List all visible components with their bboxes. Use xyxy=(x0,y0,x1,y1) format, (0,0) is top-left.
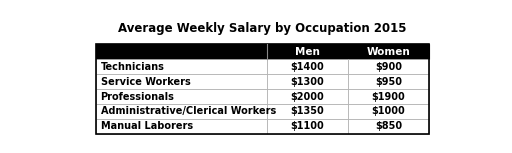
Text: Average Weekly Salary by Occupation 2015: Average Weekly Salary by Occupation 2015 xyxy=(118,22,407,35)
Text: Men: Men xyxy=(295,47,320,57)
Text: $850: $850 xyxy=(375,121,402,131)
Text: $1300: $1300 xyxy=(291,77,324,87)
Text: Women: Women xyxy=(367,47,411,57)
Text: $1000: $1000 xyxy=(372,106,406,116)
Text: $2000: $2000 xyxy=(291,91,324,101)
Text: Manual Laborers: Manual Laborers xyxy=(100,121,193,131)
Text: $1900: $1900 xyxy=(372,91,406,101)
Text: Technicians: Technicians xyxy=(100,62,164,72)
Text: $1400: $1400 xyxy=(291,62,324,72)
Text: $900: $900 xyxy=(375,62,402,72)
Text: $950: $950 xyxy=(375,77,402,87)
Text: $1350: $1350 xyxy=(291,106,324,116)
Text: Service Workers: Service Workers xyxy=(100,77,190,87)
Text: Administrative/Clerical Workers: Administrative/Clerical Workers xyxy=(100,106,276,116)
Text: Professionals: Professionals xyxy=(100,91,175,101)
Text: $1100: $1100 xyxy=(291,121,324,131)
